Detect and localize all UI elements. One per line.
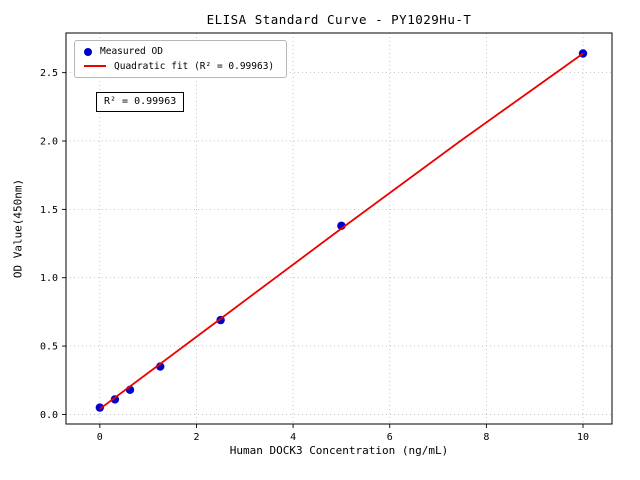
x-tick-label: 4	[290, 432, 296, 443]
r-squared-annotation: R² = 0.99963	[96, 92, 185, 112]
x-tick-label: 8	[483, 432, 489, 443]
legend-item-measured: Measured OD	[84, 47, 274, 57]
y-tick-label: 1.5	[40, 205, 58, 216]
measured-od-point	[110, 395, 120, 404]
x-tick-label: 10	[577, 432, 589, 443]
legend-item-fit: Quadratic fit (R² = 0.99963)	[84, 60, 275, 72]
quadratic-fit-line	[99, 52, 584, 410]
legend-label-fit: Quadratic fit (R² = 0.99963)	[114, 60, 275, 72]
fit-line-icon	[84, 65, 106, 68]
x-axis-label: Human DOCK3 Concentration (ng/mL)	[229, 444, 449, 457]
y-axis-label: OD Value(450nm)	[11, 178, 25, 279]
legend-label-measured: Measured OD	[100, 46, 163, 57]
y-tick-label: 2.0	[40, 137, 58, 148]
y-tick-label: 1.0	[40, 273, 58, 284]
x-tick-label: 6	[387, 432, 393, 443]
chart-title: ELISA Standard Curve - PY1029Hu-T	[206, 12, 472, 27]
y-tick-label: 0.5	[40, 342, 58, 353]
legend: Measured OD Quadratic fit (R² = 0.99963)	[74, 40, 288, 78]
plot-frame	[65, 32, 613, 425]
y-tick-label: 2.5	[40, 68, 58, 79]
measured-od-point	[95, 403, 105, 412]
x-tick-label: 2	[193, 432, 199, 443]
scatter-marker-icon	[84, 47, 92, 56]
y-tick-label: 0.0	[40, 410, 58, 421]
x-tick-label: 0	[97, 432, 103, 443]
